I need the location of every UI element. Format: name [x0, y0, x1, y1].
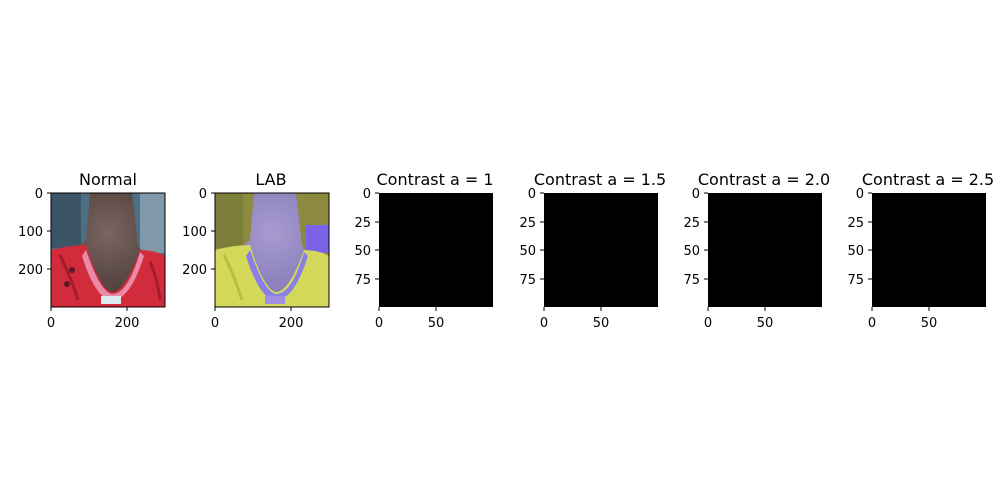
- y-tick-label: 0: [199, 187, 207, 202]
- panel-lab: LAB 0 100 200 0 200: [182, 170, 330, 331]
- y-tick-label: 200: [182, 263, 207, 278]
- panel-contrast-2-0: Contrast a = 2.0 0 25 50 75 0 50: [683, 170, 830, 331]
- x-tick-label: 0: [375, 316, 383, 331]
- x-tick-label: 0: [211, 316, 219, 331]
- x-tick-label: 50: [593, 316, 610, 331]
- x-ticks: 0 50: [868, 307, 937, 331]
- panel-contrast-2-5: Contrast a = 2.5 0 25 50 75 0 50: [847, 170, 994, 331]
- y-ticks: 0 25 50 75: [354, 187, 379, 288]
- black-image: [379, 193, 493, 307]
- y-tick-label: 0: [35, 187, 43, 202]
- y-tick-label: 75: [354, 273, 371, 288]
- black-image: [544, 193, 658, 307]
- x-tick-label: 50: [757, 316, 774, 331]
- panel-title: Contrast a = 1: [376, 170, 493, 189]
- y-ticks: 0 25 50 75: [847, 187, 872, 288]
- y-tick-label: 0: [363, 187, 371, 202]
- panel-title: Normal: [79, 170, 137, 189]
- x-tick-label: 0: [47, 316, 55, 331]
- y-tick-label: 0: [856, 187, 864, 202]
- y-tick-label: 200: [18, 263, 43, 278]
- x-ticks: 0 200: [47, 307, 140, 331]
- y-tick-label: 0: [528, 187, 536, 202]
- image-normal: [51, 193, 165, 307]
- x-tick-label: 0: [704, 316, 712, 331]
- y-tick-label: 25: [519, 216, 536, 231]
- axes-frame: [50, 192, 166, 308]
- x-tick-label: 50: [921, 316, 938, 331]
- axes-frame: [214, 192, 330, 308]
- y-tick-label: 0: [692, 187, 700, 202]
- panel-title: LAB: [255, 170, 286, 189]
- y-tick-label: 50: [519, 244, 536, 259]
- panel-contrast-1-5: Contrast a = 1.5 0 25 50 75 0 50: [519, 170, 666, 331]
- image-lab: [215, 193, 329, 307]
- panel-title: Contrast a = 2.5: [862, 170, 994, 189]
- y-tick-label: 100: [182, 225, 207, 240]
- y-tick-label: 75: [519, 273, 536, 288]
- y-tick-label: 50: [847, 244, 864, 259]
- x-tick-label: 200: [279, 316, 304, 331]
- x-tick-label: 0: [868, 316, 876, 331]
- y-tick-label: 50: [683, 244, 700, 259]
- x-ticks: 0 50: [375, 307, 444, 331]
- y-ticks: 0 100 200: [18, 187, 51, 278]
- x-ticks: 0 200: [211, 307, 304, 331]
- y-ticks: 0 25 50 75: [519, 187, 544, 288]
- y-tick-label: 25: [354, 216, 371, 231]
- x-ticks: 0 50: [704, 307, 773, 331]
- y-tick-label: 75: [847, 273, 864, 288]
- black-image: [708, 193, 822, 307]
- black-image: [872, 193, 986, 307]
- y-ticks: 0 100 200: [182, 187, 215, 278]
- y-tick-label: 25: [847, 216, 864, 231]
- panel-contrast-1: Contrast a = 1 0 25 50 75 0 50: [354, 170, 493, 331]
- y-ticks: 0 25 50 75: [683, 187, 708, 288]
- x-ticks: 0 50: [540, 307, 609, 331]
- panel-title: Contrast a = 2.0: [698, 170, 830, 189]
- y-tick-label: 75: [683, 273, 700, 288]
- x-tick-label: 200: [115, 316, 140, 331]
- x-tick-label: 0: [540, 316, 548, 331]
- panel-normal: Normal 0 100 200 0 200: [18, 170, 166, 331]
- y-tick-label: 50: [354, 244, 371, 259]
- y-tick-label: 100: [18, 225, 43, 240]
- panel-title: Contrast a = 1.5: [534, 170, 666, 189]
- y-tick-label: 25: [683, 216, 700, 231]
- x-tick-label: 50: [428, 316, 445, 331]
